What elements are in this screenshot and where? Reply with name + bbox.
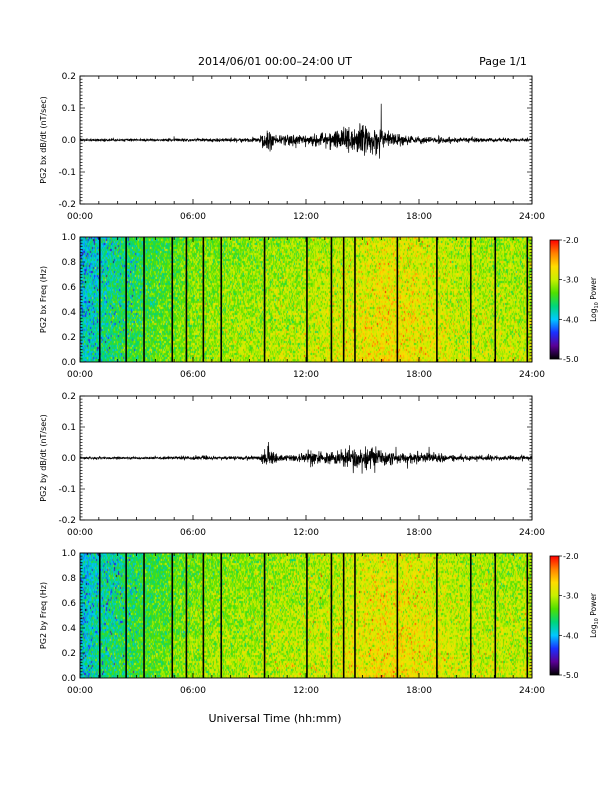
x-tick-label: 12:00 bbox=[293, 212, 319, 222]
y-tick-label: 0.0 bbox=[62, 358, 77, 368]
panel-line-0: 00:00 06:00 12:00 18:00 24:00 0.2 0.1 0.0 -0.1 -0… bbox=[39, 72, 545, 222]
y-tick-label: 0.2 bbox=[62, 333, 76, 343]
colorbar-label-sub: 10 bbox=[594, 302, 600, 308]
y-axis-label: PG2 by Freq (Hz) bbox=[39, 582, 48, 649]
y-tick-label: 0.6 bbox=[62, 283, 77, 293]
y-tick-label: 0.4 bbox=[62, 624, 77, 634]
colorbar-label: Log10 Power bbox=[589, 276, 600, 322]
x-tick-label: 18:00 bbox=[406, 212, 432, 222]
colorbar: -2.0 -3.0 -4.0 -5.0 Log10 Power bbox=[549, 236, 600, 364]
panel-heatmap-1: 00:00 06:00 12:00 18:00 24:00 1.0 0.8 0.6 0.4 0.2… bbox=[39, 233, 600, 380]
colorbar-label-sub: 10 bbox=[594, 618, 600, 624]
x-tick-label: 00:00 bbox=[67, 686, 93, 696]
colorbar-scale bbox=[549, 555, 560, 676]
colorbar-tick-label: -5.0 bbox=[563, 355, 579, 364]
x-tick-label: 12:00 bbox=[293, 370, 319, 380]
panel-heatmap-3: 00:00 06:00 12:00 18:00 24:00 1.0 0.8 0.6 0.4 0.2… bbox=[39, 549, 600, 696]
y-tick-label: 0.2 bbox=[62, 392, 76, 402]
colorbar-label-main: Log bbox=[589, 308, 598, 322]
y-tick-label: 0.0 bbox=[62, 136, 77, 146]
trace-line bbox=[79, 103, 533, 159]
colorbar-tick-label: -4.0 bbox=[563, 315, 579, 324]
y-tick-label: 0.2 bbox=[62, 72, 76, 82]
x-tick-label: 12:00 bbox=[293, 686, 319, 696]
colorbar-tick-label: -3.0 bbox=[563, 276, 579, 285]
x-tick-label: 12:00 bbox=[293, 528, 319, 538]
y-axis-label: PG2 bx Freq (Hz) bbox=[39, 266, 48, 333]
y-tick-label: 0.6 bbox=[62, 599, 77, 609]
colorbar-label-main: Log bbox=[589, 624, 598, 638]
x-tick-label: 18:00 bbox=[406, 528, 432, 538]
y-tick-label: -0.2 bbox=[58, 200, 76, 210]
page-indicator: Page 1/1 bbox=[479, 55, 527, 68]
x-tick-label: 18:00 bbox=[406, 686, 432, 696]
panel-line-2: 00:00 06:00 12:00 18:00 24:00 0.2 0.1 0.0 -0.1 -0… bbox=[39, 392, 545, 538]
colorbar-label-end: Power bbox=[589, 592, 598, 618]
figure-title: 2014/06/01 00:00–24:00 UT bbox=[198, 55, 352, 68]
x-axis-title: Universal Time (hh:mm) bbox=[209, 712, 342, 725]
y-tick-label: 0.0 bbox=[62, 454, 77, 464]
y-tick-label: 1.0 bbox=[62, 549, 77, 559]
colorbar-tick-label: -5.0 bbox=[563, 671, 579, 680]
y-tick-label: 0.4 bbox=[62, 308, 77, 318]
y-tick-label: -0.1 bbox=[58, 485, 76, 495]
colorbar-tick-label: -4.0 bbox=[563, 631, 579, 640]
x-tick-label: 00:00 bbox=[67, 370, 93, 380]
y-tick-label: 0.8 bbox=[62, 574, 77, 584]
colorbar-tick-label: -2.0 bbox=[563, 236, 579, 245]
spectrogram-image bbox=[80, 553, 532, 678]
x-tick-label: 24:00 bbox=[519, 370, 545, 380]
y-tick-label: 0.0 bbox=[62, 674, 77, 684]
x-tick-label: 06:00 bbox=[180, 370, 206, 380]
y-axis-label: PG2 bx dB/dt (nT/sec) bbox=[39, 96, 48, 183]
x-tick-label: 06:00 bbox=[180, 686, 206, 696]
colorbar-label: Log10 Power bbox=[589, 592, 600, 638]
x-tick-label: 00:00 bbox=[67, 212, 93, 222]
colorbar: -2.0 -3.0 -4.0 -5.0 Log10 Power bbox=[549, 552, 600, 680]
colorbar-label-end: Power bbox=[589, 276, 598, 302]
y-tick-label: 0.2 bbox=[62, 649, 76, 659]
y-tick-label: -0.2 bbox=[58, 516, 76, 526]
x-tick-label: 18:00 bbox=[406, 370, 432, 380]
x-tick-label: 24:00 bbox=[519, 686, 545, 696]
x-tick-label: 24:00 bbox=[519, 528, 545, 538]
y-tick-label: 1.0 bbox=[62, 233, 77, 243]
panels: 00:00 06:00 12:00 18:00 24:00 0.2 0.1 0.0 -0.1 -0… bbox=[39, 72, 600, 696]
trace-line bbox=[79, 441, 533, 474]
y-tick-label: 0.8 bbox=[62, 258, 77, 268]
y-axis-label: PG2 by dB/dt (nT/sec) bbox=[39, 414, 48, 501]
x-tick-label: 06:00 bbox=[180, 212, 206, 222]
x-tick-label: 00:00 bbox=[67, 528, 93, 538]
x-tick-label: 06:00 bbox=[180, 528, 206, 538]
y-tick-label: 0.1 bbox=[62, 104, 76, 114]
y-tick-label: -0.1 bbox=[58, 168, 76, 178]
spectrogram-image bbox=[80, 237, 532, 362]
y-tick-label: 0.1 bbox=[62, 423, 76, 433]
colorbar-tick-label: -3.0 bbox=[563, 592, 579, 601]
colorbar-scale bbox=[549, 239, 560, 360]
x-tick-label: 24:00 bbox=[519, 212, 545, 222]
colorbar-tick-label: -2.0 bbox=[563, 552, 579, 561]
